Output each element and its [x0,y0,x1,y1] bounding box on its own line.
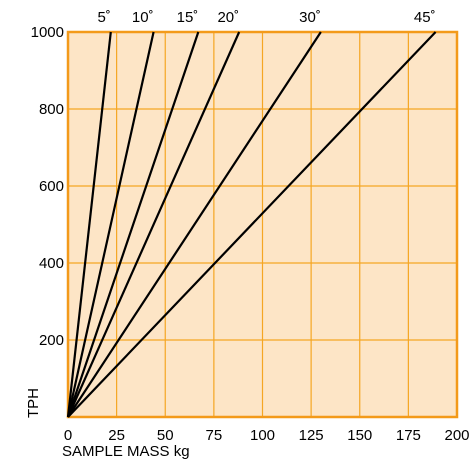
x-tick-label: 75 [206,427,223,444]
x-tick-label: 50 [157,427,174,444]
y-tick-labels: 200 400 600 800 1000 [31,24,64,349]
y-tick-label: 800 [39,101,64,118]
x-tick-labels: 0 25 50 75 100 125 150 175 200 [64,427,470,444]
y-tick-label: 600 [39,178,64,195]
series-label: 10˚ [132,9,154,26]
x-tick-label: 150 [347,427,372,444]
y-axis-label: TPH [25,388,42,418]
x-tick-label: 0 [64,427,72,444]
x-tick-label: 25 [108,427,125,444]
y-tick-label: 200 [39,332,64,349]
x-tick-label: 200 [444,427,469,444]
series-label: 30˚ [299,9,321,26]
series-label: 20˚ [217,9,239,26]
x-tick-label: 175 [396,427,421,444]
x-tick-label: 125 [299,427,324,444]
x-tick-label: 100 [250,427,275,444]
series-labels: 5˚ 10˚ 15˚ 20˚ 30˚ 45˚ [97,9,435,26]
series-label: 15˚ [177,9,199,26]
series-label: 5˚ [97,9,110,26]
y-tick-label: 1000 [31,24,64,41]
x-axis-label: SAMPLE MASS kg [62,443,190,460]
series-label: 45˚ [414,9,436,26]
y-tick-label: 400 [39,255,64,272]
